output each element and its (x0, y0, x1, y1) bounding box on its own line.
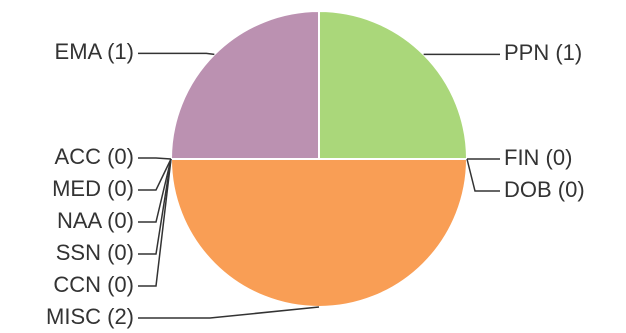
label-dob: DOB (0) (504, 177, 585, 202)
label-acc: ACC (0) (55, 144, 134, 169)
label-ema: EMA (1) (55, 39, 134, 64)
leader-naa (138, 158, 172, 223)
label-ccn: CCN (0) (53, 272, 134, 297)
leader-ccn (138, 158, 172, 287)
label-ssn: SSN (0) (56, 240, 134, 265)
leader-ssn (138, 158, 172, 255)
label-ppn: PPN (1) (504, 40, 582, 65)
slice-ppn (318, 9, 469, 160)
leader-acc (138, 157, 172, 160)
label-naa: NAA (0) (57, 208, 134, 233)
pie-slices (169, 9, 469, 308)
label-misc: MISC (2) (46, 304, 134, 329)
label-med: MED (0) (52, 176, 134, 201)
leader-lines (138, 52, 500, 319)
slice-misc (169, 158, 469, 308)
leader-med (138, 158, 172, 191)
label-fin: FIN (0) (504, 145, 572, 170)
leader-misc (138, 306, 320, 319)
slice-ema (169, 9, 320, 160)
leader-dob (466, 158, 500, 192)
leader-ema (138, 52, 215, 56)
slice-labels: PPN (1) FIN (0) DOB (0) EMA (1) ACC (0) MED (… (46, 39, 585, 329)
